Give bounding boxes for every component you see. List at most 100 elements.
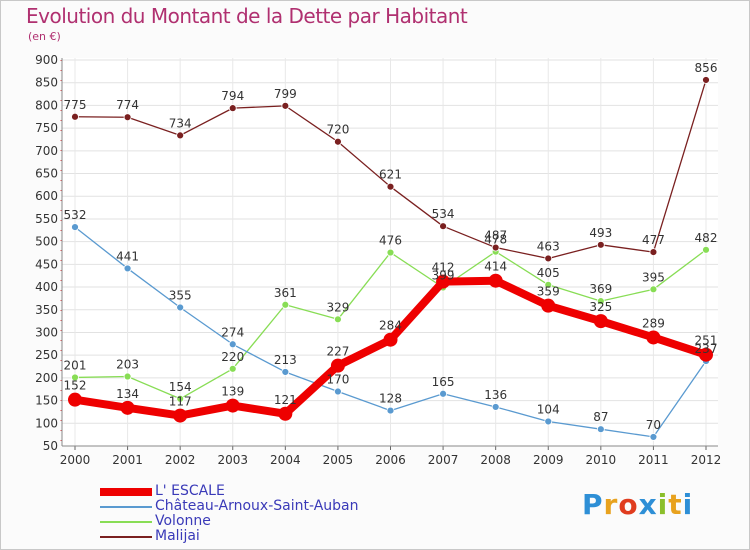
data-label: 284 <box>379 319 402 333</box>
data-point <box>176 303 185 312</box>
data-point <box>491 403 500 411</box>
data-point <box>228 364 237 373</box>
data-label: 213 <box>274 353 297 367</box>
x-tick-label: 2000 <box>60 453 91 467</box>
data-point <box>225 398 240 413</box>
data-point <box>71 223 79 232</box>
data-label: 414 <box>484 260 507 274</box>
logo-letter: t <box>668 488 683 521</box>
data-label: 274 <box>221 325 244 339</box>
data-label: 621 <box>379 168 402 182</box>
data-point <box>488 273 503 288</box>
data-point <box>436 274 451 289</box>
data-label: 325 <box>589 300 612 314</box>
data-point <box>173 408 188 423</box>
data-label: 289 <box>642 316 665 330</box>
y-tick-label: 350 <box>35 303 58 317</box>
data-label: 477 <box>642 233 665 247</box>
data-point <box>544 417 553 426</box>
logo-letter: i <box>682 488 694 521</box>
data-point <box>123 372 132 381</box>
data-point <box>386 182 395 191</box>
data-label: 128 <box>379 392 402 406</box>
data-point <box>439 222 447 231</box>
data-point <box>334 137 342 146</box>
data-point <box>541 298 556 313</box>
legend-label-chateau-arnoux: Château-Arnoux-Saint-Auban <box>155 498 359 514</box>
data-label: 227 <box>326 345 349 359</box>
data-label: 774 <box>116 98 139 112</box>
data-label: 329 <box>326 300 349 314</box>
y-tick-label: 850 <box>35 76 58 90</box>
data-point <box>120 400 135 415</box>
y-tick-label: 50 <box>43 439 58 453</box>
data-label: 136 <box>484 388 507 402</box>
data-point <box>699 347 713 362</box>
data-label: 251 <box>695 334 718 348</box>
legend-swatch-malijai <box>100 536 152 538</box>
data-point <box>176 394 185 403</box>
y-tick-label: 650 <box>35 167 58 181</box>
x-tick-label: 2001 <box>112 453 143 467</box>
data-label: 237 <box>695 342 718 356</box>
data-label: 104 <box>537 402 560 416</box>
data-label: 493 <box>589 226 612 240</box>
y-tick-label: 450 <box>35 257 58 271</box>
data-label: 482 <box>695 231 718 245</box>
legend-swatch-l-escale <box>100 488 152 496</box>
data-point <box>383 332 398 347</box>
data-point <box>176 131 185 140</box>
data-point <box>596 240 605 249</box>
data-label: 121 <box>274 393 297 407</box>
data-label: 165 <box>432 375 455 389</box>
data-label: 395 <box>642 270 665 284</box>
logo-letter: r <box>603 488 619 521</box>
y-tick-label: 700 <box>35 144 58 158</box>
data-label: 794 <box>221 89 244 103</box>
legend-swatch-volonne <box>100 521 152 523</box>
data-point <box>123 113 132 122</box>
data-point <box>228 104 237 113</box>
logo-letter: o <box>618 488 639 521</box>
data-label: 532 <box>64 208 87 222</box>
y-tick-label: 900 <box>35 53 58 67</box>
data-point <box>544 280 553 289</box>
data-label: 534 <box>432 207 455 221</box>
data-point <box>281 368 290 376</box>
y-tick-label: 200 <box>35 371 58 385</box>
data-point <box>649 433 658 441</box>
chart-subtitle: (en €) <box>28 30 61 43</box>
y-tick-label: 500 <box>35 235 58 249</box>
y-tick-label: 550 <box>35 212 58 226</box>
data-point <box>281 300 290 309</box>
y-tick-label: 300 <box>35 325 58 339</box>
y-tick-label: 150 <box>35 394 58 408</box>
data-point <box>334 387 342 396</box>
proxiti-logo: Proxiti <box>582 488 693 521</box>
data-point <box>71 112 79 121</box>
data-label: 799 <box>274 87 297 101</box>
data-point <box>330 358 345 373</box>
y-tick-label: 750 <box>35 121 58 135</box>
data-label: 463 <box>537 239 560 253</box>
data-point <box>596 425 605 434</box>
x-tick-label: 2009 <box>533 453 564 467</box>
data-label: 361 <box>274 286 297 300</box>
data-label: 152 <box>64 379 87 393</box>
data-point <box>544 254 553 263</box>
x-tick-label: 2008 <box>480 453 511 467</box>
data-label: 775 <box>64 98 87 112</box>
logo-letter: x <box>638 488 658 521</box>
data-label: 856 <box>695 61 718 75</box>
x-tick-label: 2012 <box>691 453 722 467</box>
data-point <box>386 406 395 415</box>
data-label: 476 <box>379 234 402 248</box>
x-tick-label: 2007 <box>428 453 459 467</box>
data-label: 359 <box>537 285 560 299</box>
y-tick-label: 600 <box>35 189 58 203</box>
data-label: 487 <box>484 229 507 243</box>
x-tick-label: 2002 <box>165 453 196 467</box>
data-label: 399 <box>432 269 455 283</box>
x-tick-label: 2005 <box>323 453 354 467</box>
